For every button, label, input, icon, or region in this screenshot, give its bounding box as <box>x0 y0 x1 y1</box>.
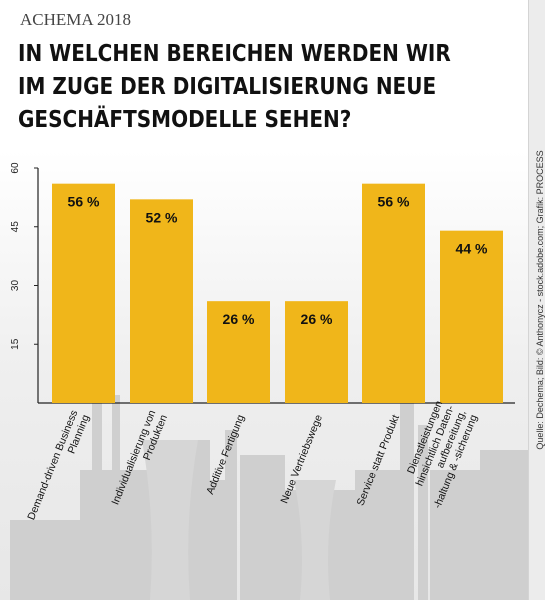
skyline-block <box>418 425 428 600</box>
title-line-1: IN WELCHEN BEREICHEN WERDEN WIR <box>18 41 451 67</box>
kicker: ACHEMA 2018 <box>20 10 131 29</box>
source-sidebar <box>528 0 545 600</box>
skyline-block <box>240 455 285 600</box>
bar <box>440 230 503 403</box>
y-tick-label: 30 <box>10 280 21 292</box>
skyline-block <box>400 400 414 600</box>
bar-value-label: 44 % <box>456 241 488 257</box>
bar <box>207 301 270 403</box>
skyline-block <box>225 430 237 600</box>
skyline-block <box>480 450 528 600</box>
skyline-block <box>355 470 405 600</box>
cooling-tower <box>142 440 198 600</box>
bar <box>285 301 348 403</box>
bar-value-label: 56 % <box>68 194 100 210</box>
y-tick-label: 15 <box>10 338 21 350</box>
title-line-2: IM ZUGE DER DIGITALISIERUNG NEUE <box>18 74 437 100</box>
title-line-3: GESCHÄFTSMODELLE SEHEN? <box>18 107 352 133</box>
skyline-block <box>10 520 90 600</box>
skyline-block <box>80 470 150 600</box>
y-tick-label: 60 <box>10 162 21 174</box>
page-title: IN WELCHEN BEREICHEN WERDEN WIR IM ZUGE … <box>18 38 453 137</box>
skyline-block <box>430 470 480 600</box>
y-tick-label: 45 <box>10 221 21 233</box>
cooling-tower <box>294 480 336 600</box>
source-credit: Quelle: Dechema; Bild: © Anthonycz - sto… <box>535 150 545 450</box>
industrial-skyline-illustration <box>10 380 528 600</box>
bar-value-label: 26 % <box>301 311 333 327</box>
bar-value-label: 26 % <box>223 311 255 327</box>
x-tick-label-line: Demand-driven Business <box>25 408 80 521</box>
bar-value-label: 56 % <box>378 194 410 210</box>
bar <box>362 183 425 403</box>
bar <box>52 183 115 403</box>
bar <box>130 199 193 403</box>
bar-value-label: 52 % <box>146 209 178 225</box>
